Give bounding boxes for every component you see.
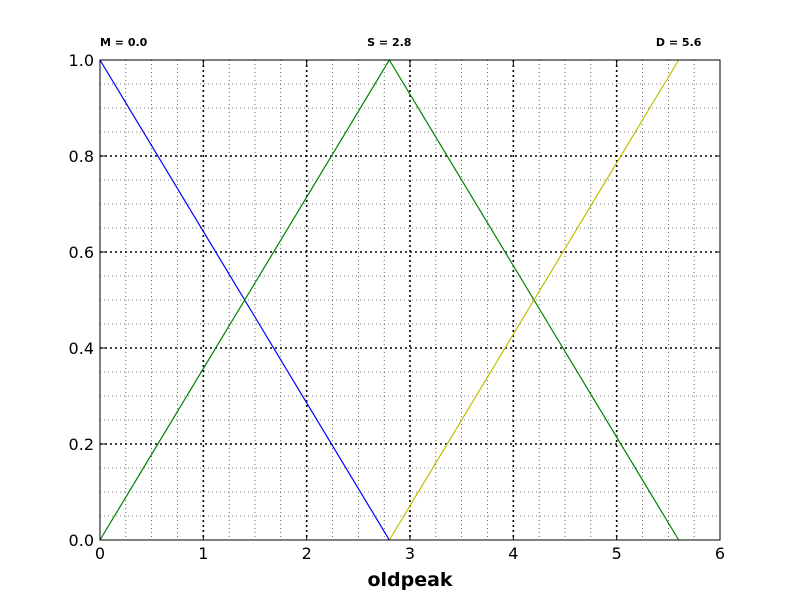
y-tick-label: 1.0 [69, 51, 94, 70]
x-tick-labels: 0 1 2 3 4 5 6 [95, 544, 725, 563]
y-tick-label: 0.0 [69, 531, 94, 550]
annotation-d: D = 5.6 [656, 36, 702, 49]
annotation-s: S = 2.8 [367, 36, 411, 49]
y-tick-label: 0.6 [69, 243, 94, 262]
x-tick-label: 6 [715, 544, 725, 563]
annotations: M = 0.0 S = 2.8 D = 5.6 [100, 36, 702, 49]
y-tick-label: 0.8 [69, 147, 94, 166]
y-tick-label: 0.2 [69, 435, 94, 454]
y-tick-labels: 0.0 0.2 0.4 0.6 0.8 1.0 [69, 51, 94, 550]
y-tick-label: 0.4 [69, 339, 94, 358]
x-tick-label: 5 [612, 544, 622, 563]
x-tick-label: 4 [508, 544, 518, 563]
x-tick-label: 3 [405, 544, 415, 563]
x-tick-label: 0 [95, 544, 105, 563]
x-tick-label: 1 [198, 544, 208, 563]
annotation-m: M = 0.0 [100, 36, 148, 49]
major-grid [100, 60, 720, 540]
series-line-d [388, 59, 680, 541]
x-tick-label: 2 [302, 544, 312, 563]
axis-ticks [99, 59, 721, 541]
x-axis-label: oldpeak [367, 569, 452, 591]
